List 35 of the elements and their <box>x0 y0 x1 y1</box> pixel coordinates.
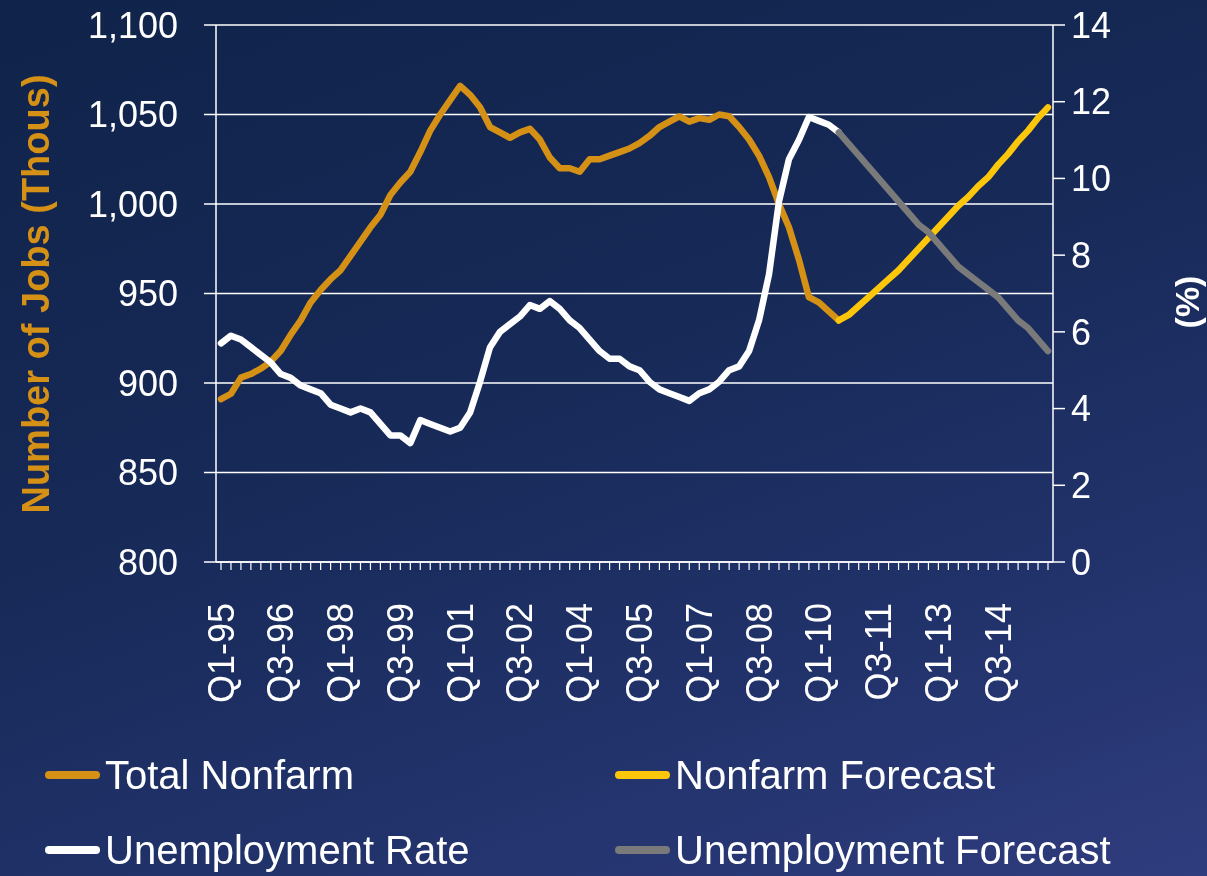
legend-label: Nonfarm Forecast <box>675 753 996 797</box>
x-tick-label: Q1-13 <box>917 603 959 704</box>
y-tick-label: 900 <box>117 362 178 404</box>
legend-label: Unemployment Forecast <box>675 828 1111 872</box>
x-tick-label: Q1-98 <box>320 603 362 704</box>
x-tick-label: Q1-01 <box>439 603 481 704</box>
y2-tick-label: 14 <box>1071 4 1112 46</box>
x-tick-label: Q3-99 <box>379 603 421 704</box>
x-tick-label: Q3-08 <box>738 603 780 704</box>
y2-tick-label: 6 <box>1071 311 1092 353</box>
y-tick-label: 800 <box>117 541 178 583</box>
y-axis-title: Number of Jobs (Thous) <box>15 73 57 514</box>
x-tick-label: Q1-10 <box>798 603 840 704</box>
y2-tick-label: 12 <box>1071 81 1112 123</box>
x-tick-label: Q1-07 <box>678 603 720 704</box>
x-tick-label: Q1-04 <box>559 603 601 704</box>
y-tick-label: 1,100 <box>87 4 178 46</box>
y-tick-label: 1,050 <box>87 94 178 136</box>
x-tick-label: Q3-14 <box>977 603 1019 704</box>
x-tick-label: Q3-96 <box>260 603 302 704</box>
y2-tick-label: 2 <box>1071 465 1092 507</box>
y-tick-label: 850 <box>117 452 178 494</box>
y2-axis-title: (%) <box>1168 275 1206 328</box>
x-tick-label: Q3-02 <box>499 603 541 704</box>
x-tick-label: Q3-05 <box>618 603 660 704</box>
x-tick-label: Q1-95 <box>200 603 242 704</box>
x-tick-label: Q3-11 <box>858 603 900 701</box>
legend-label: Total Nonfarm <box>105 753 354 797</box>
y2-tick-label: 8 <box>1071 234 1092 276</box>
y2-tick-label: 0 <box>1071 541 1092 583</box>
legend-label: Unemployment Rate <box>105 828 470 872</box>
y-tick-label: 950 <box>117 273 178 315</box>
y2-tick-label: 4 <box>1071 388 1092 430</box>
y-tick-label: 1,000 <box>87 183 178 225</box>
y2-tick-label: 10 <box>1071 158 1112 200</box>
